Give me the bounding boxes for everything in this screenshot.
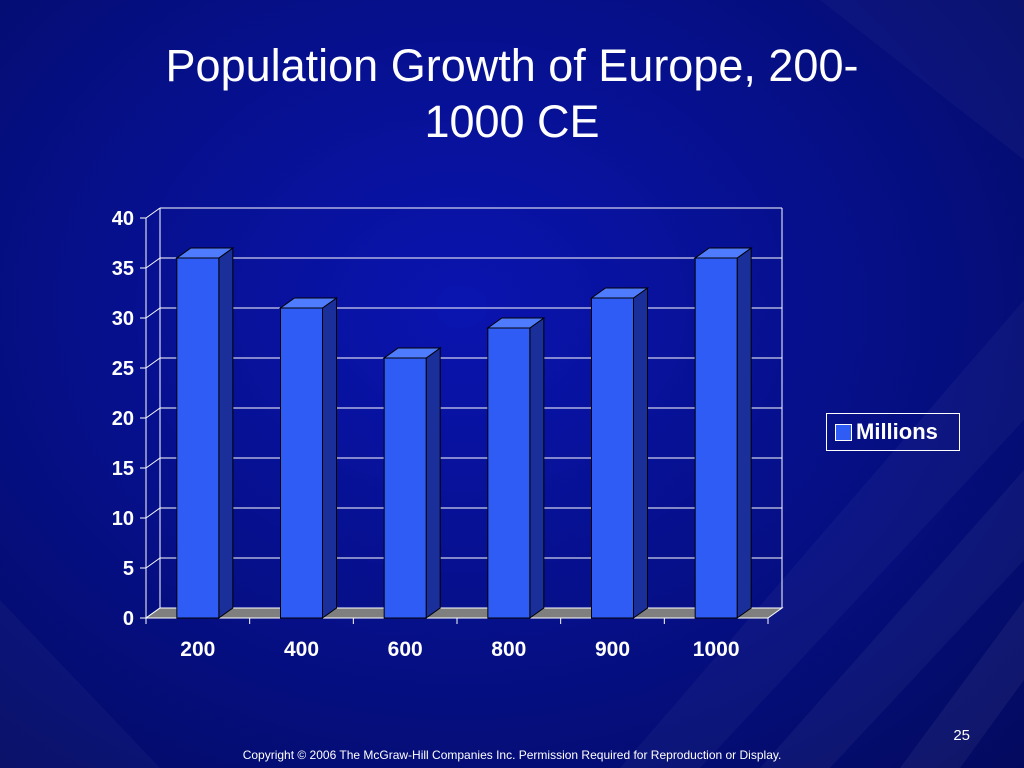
legend-swatch <box>835 423 852 441</box>
chart-floor <box>144 607 784 619</box>
x-tick-label: 1000 <box>693 638 740 661</box>
gridline-side <box>145 507 161 519</box>
slide-number: 25 <box>953 727 970 744</box>
gridline-side <box>145 307 161 319</box>
gridline-side <box>145 257 161 269</box>
bar-side <box>736 247 752 619</box>
gridline-side <box>145 357 161 369</box>
gridline-side <box>145 207 161 219</box>
bar <box>694 257 738 619</box>
x-tick-label: 600 <box>388 638 423 661</box>
x-tick-label: 800 <box>491 638 526 661</box>
bar <box>591 297 634 619</box>
legend-label: Millions <box>856 419 938 444</box>
x-tick-label: 400 <box>284 638 319 661</box>
bar <box>383 357 427 619</box>
y-tick-label: 25 <box>112 358 134 380</box>
slide-title-line2: 1000 CE <box>424 96 600 147</box>
bar <box>176 257 220 619</box>
slide-title: Population Growth of Europe, 200- 1000 C… <box>60 38 964 150</box>
bar <box>487 327 531 619</box>
y-tick-label: 30 <box>112 308 134 330</box>
gridline-side <box>145 407 161 419</box>
bar-side <box>633 287 648 619</box>
y-tick-label: 35 <box>112 258 134 280</box>
bar-side <box>322 297 337 619</box>
y-tick-label: 15 <box>112 458 134 480</box>
bar <box>280 307 323 619</box>
chart-legend: Millions <box>826 413 960 451</box>
x-tick-label: 900 <box>595 638 630 661</box>
y-tick-label: 20 <box>112 408 134 430</box>
y-tick-label: 5 <box>123 558 134 580</box>
gridline-side <box>145 457 161 469</box>
y-tick-label: 10 <box>112 508 134 530</box>
copyright-notice: Copyright © 2006 The McGraw-Hill Compani… <box>242 748 782 762</box>
y-tick-label: 40 <box>112 208 134 230</box>
x-tick-label: 200 <box>180 638 215 661</box>
gridline-side <box>145 557 161 569</box>
y-tick-label: 0 <box>123 608 134 630</box>
bar-side <box>218 247 234 619</box>
slide-title-line1: Population Growth of Europe, 200- <box>165 40 859 91</box>
bar-side <box>425 347 441 619</box>
bar-side <box>529 317 545 619</box>
